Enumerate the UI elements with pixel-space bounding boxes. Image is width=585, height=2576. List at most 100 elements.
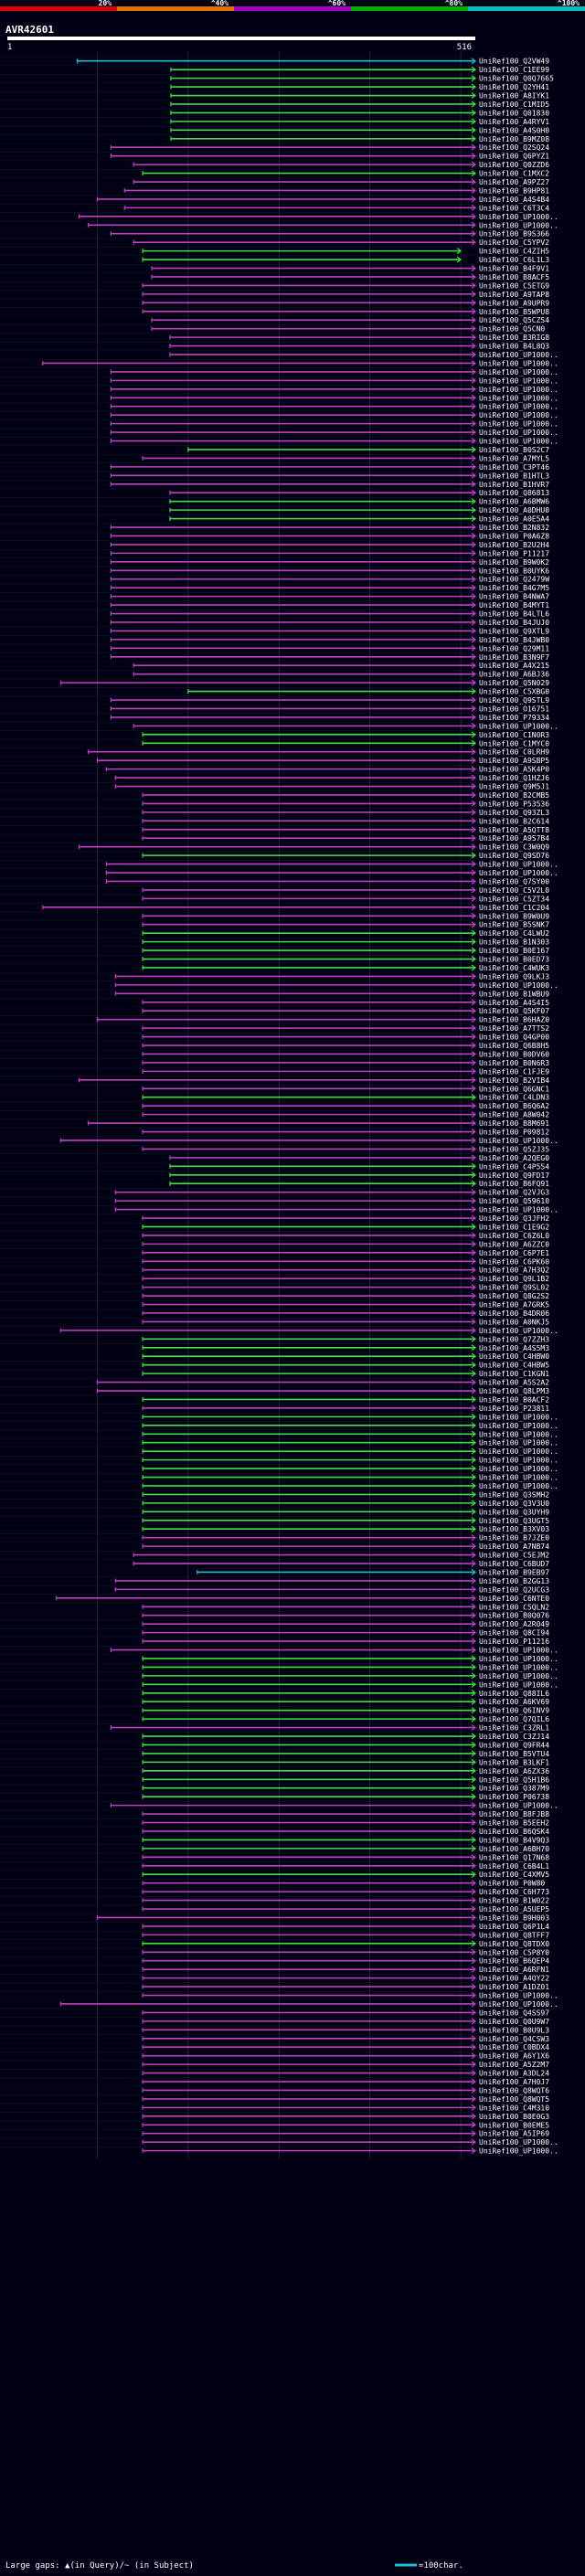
hit-end-arrow [471, 1430, 476, 1437]
hit-label: UniRef100_B8M691 [479, 1119, 549, 1128]
hit-row: UniRef100_B4MYT1 [110, 601, 549, 610]
hit-end-arrow [471, 627, 476, 634]
hit-row: UniRef100_UP1000.. [105, 861, 558, 869]
hit-row: UniRef100_Q6INV9 [142, 1707, 549, 1715]
hit-row: UniRef100_A5QTT8 [142, 826, 549, 834]
hit-row: UniRef100_UP1000.. [142, 1663, 558, 1671]
hit-row: UniRef100_B4L8Q3 [169, 343, 549, 351]
hit-row: UniRef100_Q2VJG3 [114, 1189, 549, 1197]
hit-label: UniRef100_Q3UGT5 [479, 1517, 549, 1525]
hit-end-arrow [471, 1318, 476, 1325]
hit-row: UniRef100_C1E9G2 [142, 1223, 549, 1231]
hit-end-arrow [471, 2078, 476, 2085]
hit-end-arrow [471, 1292, 476, 1299]
hit-label: UniRef100_B1N303 [479, 938, 549, 947]
hit-end-arrow [471, 1094, 476, 1101]
hit-row: UniRef100_UP1000.. [110, 386, 558, 394]
hit-end-arrow [471, 2061, 476, 2068]
hit-row: UniRef100_B6FQ91 [169, 1180, 549, 1188]
hit-end-arrow [471, 1733, 476, 1740]
hit-row: UniRef100_UP1000.. [169, 351, 558, 359]
hit-row: UniRef100_UP1000.. [105, 869, 558, 877]
hit-end-arrow [471, 696, 476, 704]
hit-row: UniRef100_UP1000.. [110, 429, 558, 437]
hit-end-arrow [471, 826, 476, 833]
hit-end-arrow [471, 1871, 476, 1878]
hit-row: UniRef100_B2U2H4 [110, 541, 549, 549]
hit-end-arrow [471, 1810, 476, 1818]
hit-end-arrow [471, 1568, 476, 1575]
hit-label: UniRef100_Q17N68 [479, 1853, 549, 1861]
hit-label: UniRef100_A7H3Q2 [479, 1267, 549, 1275]
hit-end-arrow [471, 2052, 476, 2060]
hit-row: UniRef100_B0DV60 [142, 1050, 549, 1058]
hit-row: UniRef100_A4X215 [133, 662, 549, 670]
hit-row: UniRef100_UP1000.. [142, 1465, 558, 1473]
hit-row: UniRef100_B3N9F7 [110, 653, 549, 662]
hit-label: UniRef100_Q2479W [479, 576, 549, 584]
hit-row: UniRef100_Q9XTL9 [110, 627, 549, 635]
hit-end-arrow [471, 1767, 476, 1775]
hit-label: UniRef100_Q7SY00 [479, 877, 549, 885]
hit-row: UniRef100_P0A6Z8 [110, 532, 549, 540]
hit-end-arrow [471, 1595, 476, 1602]
hit-rows: UniRef100_Q2VW49UniRef100_C1EE99UniRef10… [42, 58, 558, 2156]
hit-label: UniRef100_UP1000.. [479, 359, 558, 367]
hit-row: UniRef100_Q86813 [169, 489, 549, 497]
hit-label: UniRef100_Q9STL9 [479, 696, 549, 705]
hit-end-arrow [471, 2026, 476, 2033]
hit-label: UniRef100_UP1000.. [479, 981, 558, 990]
hit-label: UniRef100_A7H0J7 [479, 2078, 549, 2086]
hit-row: UniRef100_UP1000.. [42, 359, 558, 367]
hit-row: UniRef100_Q8CI94 [142, 1629, 549, 1638]
hit-label: UniRef100_B2VIB4 [479, 1076, 549, 1085]
hit-label: UniRef100_Q2SQ24 [479, 143, 549, 152]
hit-row: UniRef100_A0E5A4 [169, 515, 549, 524]
hit-row: UniRef100_C1MXC2 [142, 170, 549, 178]
hit-row: UniRef100_A6RFN1 [142, 1966, 549, 1974]
hit-row: UniRef100_UP1000.. [110, 403, 558, 411]
hit-row: UniRef100_B4JUJ0 [110, 619, 549, 627]
query-name: AVR42601 [5, 24, 54, 36]
hit-label: UniRef100_Q2UCG3 [479, 1585, 549, 1594]
hit-end-arrow [471, 506, 476, 514]
hit-end-arrow [471, 359, 476, 366]
hit-end-arrow [471, 671, 476, 678]
hit-end-arrow [471, 515, 476, 523]
hit-label: UniRef100_B4LTL6 [479, 610, 549, 619]
hit-row: UniRef100_C6NTE0 [56, 1595, 549, 1603]
hit-label: UniRef100_B0S2C7 [479, 446, 549, 454]
hit-row: UniRef100_B0ACF2 [142, 1395, 549, 1404]
hit-end-arrow [471, 1620, 476, 1627]
hit-end-arrow [471, 1362, 476, 1369]
hit-end-arrow [471, 1853, 476, 1860]
hit-label: UniRef100_C0LRH9 [479, 748, 549, 757]
hit-end-arrow [471, 1992, 476, 1998]
hit-label: UniRef100_A3DL24 [479, 2070, 549, 2078]
hit-row: UniRef100_B0E0G3 [142, 2113, 549, 2121]
hit-row: UniRef100_A7H3Q2 [142, 1267, 549, 1275]
hit-label: UniRef100_Q8WQT6 [479, 2086, 549, 2094]
hit-label: UniRef100_B0UYK6 [479, 567, 549, 575]
hit-end-arrow [471, 394, 476, 401]
hit-row: UniRef100_UP1000.. [114, 1206, 558, 1214]
hit-row: UniRef100_C6H773 [142, 1888, 549, 1896]
hit-label: UniRef100_B6QEP4 [479, 1957, 549, 1966]
hit-label: UniRef100_B4F9V1 [479, 265, 549, 273]
hit-label: UniRef100_Q9L1B2 [479, 1275, 549, 1283]
hit-row: UniRef100_B8M691 [87, 1119, 549, 1128]
hit-end-arrow [471, 1715, 476, 1723]
hit-row: UniRef100_C4HBW5 [142, 1362, 549, 1370]
hit-end-arrow [471, 429, 476, 436]
hit-row: UniRef100_UP1000.. [60, 1327, 558, 1335]
hit-label: UniRef100_A4QY22 [479, 1975, 549, 1983]
hit-row: UniRef100_UP1000.. [133, 722, 558, 730]
hit-label: UniRef100_B1W022 [479, 1897, 549, 1905]
hit-end-arrow [471, 454, 476, 461]
hit-end-arrow [471, 541, 476, 548]
hit-label: UniRef100_UP1000.. [479, 1413, 558, 1421]
hit-row: UniRef100_B3LKF1 [142, 1758, 549, 1766]
hit-label: UniRef100_P0A6Z8 [479, 532, 549, 540]
hit-end-arrow [471, 601, 476, 609]
hit-row: UniRef100_B2VIB4 [78, 1076, 549, 1085]
